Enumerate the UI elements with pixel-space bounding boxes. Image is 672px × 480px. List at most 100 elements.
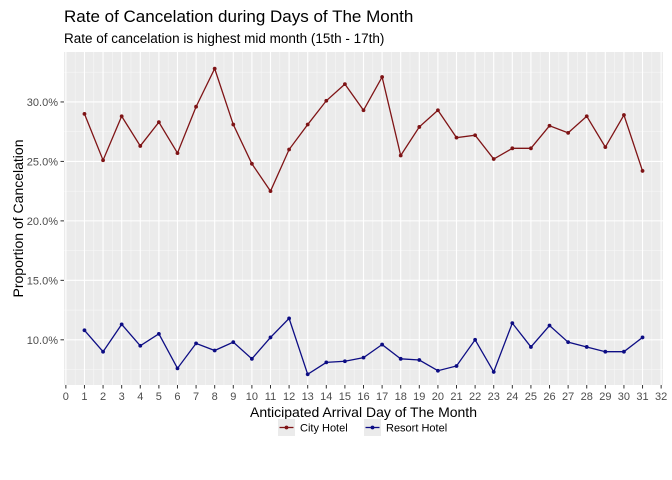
x-tick-label: 17 — [376, 391, 388, 403]
legend: City Hotel Resort Hotel — [278, 419, 447, 436]
data-point — [156, 331, 161, 336]
x-axis: 0 1 2 3 4 5 6 7 8 9 10 11 12 13 14 15 16 17 18 19 20 21 22 23 24… — [63, 385, 667, 403]
data-point — [138, 144, 143, 148]
y-tick-label: 10.0% — [27, 335, 58, 347]
legend-item: Resort Hotel — [364, 419, 447, 436]
x-tick-label: 11 — [265, 391, 276, 403]
x-tick-label: 5 — [156, 391, 162, 403]
chart-title: Rate of Cancelation during Days of The M… — [64, 7, 413, 26]
legend-key-point — [284, 425, 289, 430]
x-tick-label: 4 — [137, 391, 143, 403]
legend-key-point — [370, 425, 375, 430]
legend-label: City Hotel — [300, 423, 348, 435]
data-point — [473, 133, 478, 138]
x-tick-label: 30 — [618, 391, 630, 403]
x-tick-label: 7 — [193, 391, 199, 403]
data-point — [473, 337, 478, 342]
data-point — [380, 75, 385, 79]
major-gridlines — [64, 52, 663, 385]
x-tick-label: 22 — [469, 391, 481, 403]
data-point — [305, 372, 310, 377]
data-point — [212, 66, 217, 71]
data-point — [566, 340, 571, 345]
data-point — [324, 98, 329, 103]
x-tick-label: 6 — [174, 391, 180, 403]
data-point — [231, 122, 236, 127]
x-tick-label: 16 — [357, 391, 369, 403]
data-point — [640, 335, 645, 340]
x-tick-label: 26 — [543, 391, 555, 403]
data-point — [119, 322, 124, 327]
data-point — [547, 123, 552, 128]
x-tick-label: 28 — [581, 391, 593, 403]
data-point — [287, 316, 291, 321]
data-point — [622, 349, 626, 354]
minor-gridlines — [64, 52, 663, 385]
data-point — [138, 343, 143, 348]
x-tick-label: 18 — [395, 391, 407, 403]
data-point — [101, 349, 105, 354]
data-point — [398, 153, 403, 158]
x-tick-label: 9 — [230, 391, 236, 403]
y-tick-label: 25.0% — [27, 156, 58, 168]
data-point — [491, 157, 496, 161]
data-point — [491, 370, 496, 374]
data-point — [603, 145, 608, 150]
x-tick-label: 13 — [302, 391, 314, 403]
data-point — [342, 82, 347, 87]
data-point — [287, 147, 291, 152]
data-point — [175, 151, 180, 155]
data-point — [212, 348, 217, 353]
x-tick-label: 19 — [413, 391, 425, 403]
data-point — [417, 125, 422, 129]
x-tick-label: 25 — [525, 391, 537, 403]
data-point — [622, 113, 626, 117]
data-point — [436, 108, 440, 113]
data-point — [417, 358, 422, 362]
x-tick-label: 23 — [488, 391, 500, 403]
data-point — [231, 340, 236, 345]
data-point — [454, 135, 459, 140]
data-point — [249, 356, 254, 361]
data-point — [324, 360, 329, 365]
data-point — [454, 364, 459, 368]
data-point — [584, 114, 589, 119]
data-point — [156, 120, 161, 125]
legend-label: Resort Hotel — [386, 423, 447, 435]
x-axis-title: Anticipated Arrival Day of The Month — [250, 404, 477, 420]
x-tick-label: 3 — [119, 391, 125, 403]
data-point — [547, 323, 552, 328]
x-tick-label: 27 — [562, 391, 574, 403]
series-layer — [82, 66, 645, 377]
data-point — [305, 122, 310, 127]
data-point — [529, 345, 533, 349]
data-point — [380, 342, 385, 347]
data-point — [510, 321, 515, 326]
x-tick-label: 12 — [283, 391, 295, 403]
x-tick-label: 14 — [320, 391, 332, 403]
x-tick-label: 15 — [339, 391, 351, 403]
x-tick-label: 32 — [655, 391, 667, 403]
data-point — [529, 146, 533, 151]
series-resort-hotel — [82, 316, 645, 377]
y-axis: 10.0% 15.0% 20.0% 25.0% 30.0% — [27, 97, 64, 347]
x-tick-label: 21 — [450, 391, 462, 403]
legend-item: City Hotel — [278, 419, 348, 436]
data-point — [584, 345, 589, 349]
data-point — [436, 368, 440, 373]
data-point — [566, 130, 571, 135]
y-axis-title: Proportion of Cancelation — [10, 140, 26, 298]
x-tick-label: 20 — [432, 391, 444, 403]
x-tick-label: 1 — [81, 391, 87, 403]
data-point — [603, 349, 608, 354]
data-point — [510, 146, 515, 151]
x-tick-label: 29 — [599, 391, 611, 403]
data-point — [101, 158, 105, 163]
data-point — [640, 169, 645, 173]
series-city-hotel — [82, 66, 645, 194]
y-tick-label: 30.0% — [27, 97, 58, 109]
chart-subtitle: Rate of cancelation is highest mid month… — [64, 31, 384, 46]
data-point — [361, 108, 366, 113]
x-tick-label: 31 — [636, 391, 648, 403]
